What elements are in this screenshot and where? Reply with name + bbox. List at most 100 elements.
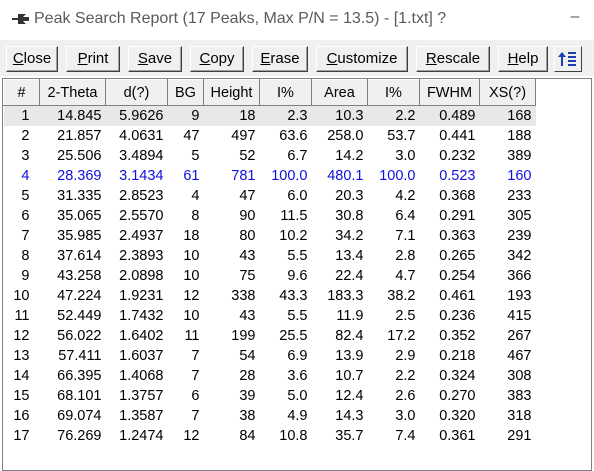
table-row[interactable]: 16 69.074 1.3587 7 38 4.9 14.3 3.0 0.320 318 — [4, 406, 536, 426]
col-header-bg[interactable]: BG — [167, 79, 204, 106]
cell-2theta: 37.614 — [57, 248, 102, 264]
cell-area: 11.9 — [336, 308, 364, 324]
cell-height-pct: 5.0 — [287, 388, 308, 404]
cell-area-pct: 100.0 — [379, 168, 416, 184]
cell-2theta: 76.269 — [57, 428, 102, 444]
cell-height: 80 — [239, 228, 256, 244]
table-row[interactable]: 7 35.985 2.4937 18 80 10.2 34.2 7.1 0.363 239 — [4, 226, 536, 246]
table-row[interactable]: 4 28.369 3.1434 61 781 100.0 480.1 100.0 0.523 16… — [4, 166, 536, 186]
cell-bg: 8 — [191, 208, 200, 224]
cell-d: 2.4937 — [119, 228, 164, 244]
cell-height: 90 — [239, 208, 256, 224]
save-button[interactable]: Save — [128, 46, 182, 72]
cell-xs: 318 — [507, 408, 532, 424]
app-icon — [12, 14, 29, 24]
table-row[interactable]: 6 35.065 2.5570 8 90 11.5 30.8 6.4 0.291 305 — [4, 206, 536, 226]
cell-index: 13 — [13, 348, 30, 364]
cell-height: 28 — [239, 368, 256, 384]
cell-bg: 47 — [183, 128, 200, 144]
col-header-xs[interactable]: XS(?) — [479, 79, 536, 106]
cell-index: 15 — [13, 388, 30, 404]
sort-toggle-button[interactable] — [554, 46, 582, 72]
table-row[interactable]: 10 47.224 1.9231 12 338 43.3 183.3 38.2 0.461 193 — [4, 286, 536, 306]
cell-height-pct: 6.0 — [287, 188, 308, 204]
col-header-index[interactable]: # — [3, 79, 40, 106]
cell-bg: 10 — [183, 248, 200, 264]
cell-bg: 5 — [191, 148, 200, 164]
cell-area-pct: 53.7 — [387, 128, 416, 144]
cell-area-pct: 4.2 — [395, 188, 416, 204]
cell-height-pct: 11.5 — [280, 208, 308, 224]
cell-area-pct: 2.5 — [395, 308, 416, 324]
cell-xs: 233 — [507, 188, 532, 204]
cell-index: 7 — [21, 228, 30, 244]
table-row[interactable]: 1 14.845 5.9626 9 18 2.3 10.3 2.2 0.489 168 — [3, 105, 536, 126]
table-row[interactable]: 8 37.614 2.3893 10 43 5.5 13.4 2.8 0.265 342 — [4, 246, 536, 266]
table-row[interactable]: 12 56.022 1.6402 11 199 25.5 82.4 17.2 0.352 267 — [4, 326, 536, 346]
col-header-area-pct[interactable]: I% — [367, 79, 420, 106]
cell-fwhm: 0.254 — [439, 268, 476, 284]
copy-button[interactable]: Copy — [190, 46, 244, 72]
cell-2theta: 52.449 — [57, 308, 102, 324]
cell-height: 199 — [231, 328, 256, 344]
table-row[interactable]: 5 31.335 2.8523 4 47 6.0 20.3 4.2 0.368 233 — [4, 186, 536, 206]
cell-d: 2.0898 — [119, 268, 164, 284]
table-row[interactable]: 9 43.258 2.0898 10 75 9.6 22.4 4.7 0.254 366 — [4, 266, 536, 286]
cell-area: 30.8 — [335, 208, 364, 224]
rescale-button[interactable]: Rescale — [416, 46, 490, 72]
cell-2theta: 31.335 — [57, 188, 102, 204]
col-header-height[interactable]: Height — [203, 79, 260, 106]
cell-2theta: 14.845 — [39, 105, 106, 126]
cell-area-pct: 17.2 — [387, 328, 416, 344]
cell-d: 5.9626 — [105, 105, 168, 126]
cell-d: 3.4894 — [119, 148, 164, 164]
col-header-d[interactable]: d(?) — [105, 79, 168, 106]
cell-bg: 12 — [183, 428, 200, 444]
customize-button-accel: C — [326, 50, 338, 67]
cell-index: 11 — [14, 308, 30, 324]
col-header-2theta[interactable]: 2-Theta — [39, 79, 106, 106]
table-row[interactable]: 17 76.269 1.2474 12 84 10.8 35.7 7.4 0.361 291 — [4, 426, 536, 446]
cell-bg: 61 — [183, 168, 200, 184]
cell-xs: 389 — [507, 148, 532, 164]
peak-table[interactable]: # 2-Theta d(?) BG Height I% Area I% FWHM… — [2, 78, 592, 471]
table-row[interactable]: 2 21.857 4.0631 47 497 63.6 258.0 53.7 0.441 188 — [4, 126, 536, 146]
title-bar: Peak Search Report (17 Peaks, Max P/N = … — [0, 0, 594, 40]
table-row[interactable]: 14 66.395 1.4068 7 28 3.6 10.7 2.2 0.324 308 — [4, 366, 536, 386]
cell-fwhm: 0.324 — [439, 368, 476, 384]
cell-bg: 7 — [191, 348, 200, 364]
cell-area: 12.4 — [335, 388, 364, 404]
cell-area: 10.3 — [311, 105, 368, 126]
table-row[interactable]: 3 25.506 3.4894 5 52 6.7 14.2 3.0 0.232 389 — [4, 146, 536, 166]
cell-height-pct: 10.2 — [279, 228, 308, 244]
table-row[interactable]: 15 68.101 1.3757 6 39 5.0 12.4 2.6 0.270 383 — [4, 386, 536, 406]
cell-xs: 308 — [507, 368, 532, 384]
table-row[interactable]: 13 57.411 1.6037 7 54 6.9 13.9 2.9 0.218 467 — [4, 346, 536, 366]
erase-button[interactable]: Erase — [252, 46, 308, 72]
help-button-accel: H — [507, 50, 519, 67]
cell-height: 338 — [231, 288, 256, 304]
cell-xs: 366 — [507, 268, 532, 284]
cell-2theta: 28.369 — [57, 168, 102, 184]
cell-area-pct: 2.2 — [395, 368, 416, 384]
save-button-accel: S — [137, 50, 148, 67]
table-row[interactable]: 11 52.449 1.7432 10 43 5.5 11.9 2.5 0.236 415 — [4, 306, 536, 326]
cell-height-pct: 100.0 — [271, 168, 308, 184]
print-button[interactable]: Print — [66, 46, 120, 72]
col-header-height-pct[interactable]: I% — [259, 79, 312, 106]
cell-height: 47 — [239, 188, 256, 204]
col-header-area[interactable]: Area — [311, 79, 368, 106]
help-button[interactable]: Help — [498, 46, 548, 72]
cell-area-pct: 3.0 — [395, 408, 416, 424]
cell-index: 2 — [21, 128, 30, 144]
cell-area-pct: 4.7 — [395, 268, 416, 284]
customize-button[interactable]: Customize — [316, 46, 408, 72]
cell-bg: 7 — [191, 368, 200, 384]
cell-area-pct: 38.2 — [387, 288, 416, 304]
col-header-fwhm[interactable]: FWHM — [419, 79, 480, 106]
minimize-button[interactable]: – — [570, 8, 580, 25]
cell-height: 781 — [231, 168, 256, 184]
cell-d: 3.1434 — [119, 168, 164, 184]
save-button-label: ave — [147, 50, 173, 67]
close-button[interactable]: Close — [6, 46, 58, 72]
